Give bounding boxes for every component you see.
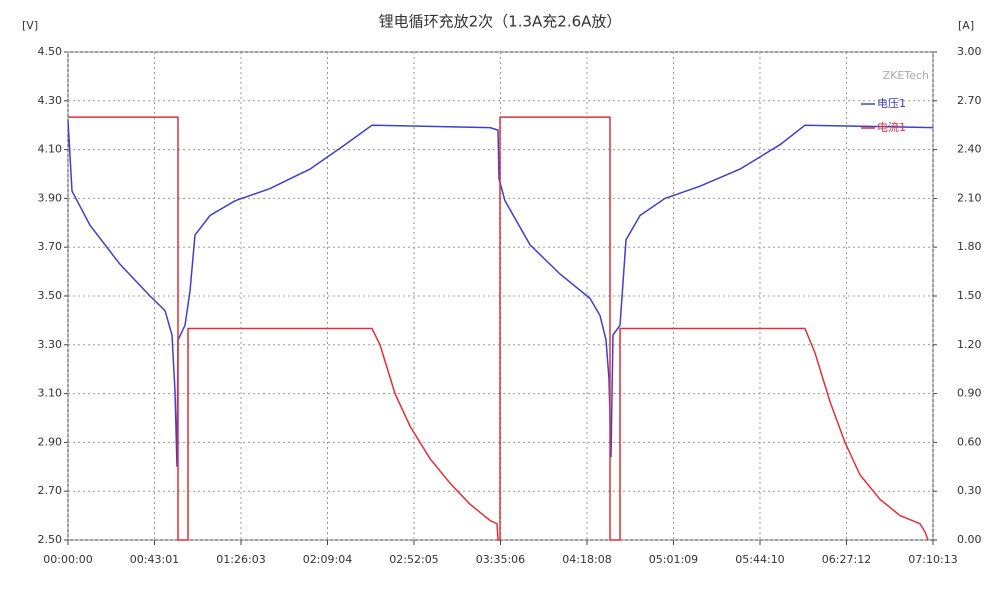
- x-tick-label: 02:09:04: [303, 553, 352, 566]
- y2-tick-label: 2.40: [957, 143, 982, 156]
- y-tick-label: 3.90: [38, 191, 63, 204]
- y-unit: [V]: [22, 19, 38, 32]
- y2-tick-label: 1.80: [957, 240, 982, 253]
- y2-tick-label: 0.90: [957, 387, 982, 400]
- y-tick-label: 3.70: [38, 240, 63, 253]
- legend-label: 电压1: [877, 97, 906, 110]
- y-tick-label: 4.30: [38, 94, 63, 107]
- x-tick-label: 05:44:10: [735, 553, 784, 566]
- y-tick-label: 3.30: [38, 338, 63, 351]
- series-line: [68, 116, 929, 541]
- y-tick-label: 3.50: [38, 289, 63, 302]
- x-tick-label: 02:52:05: [389, 553, 438, 566]
- x-tick-label: 00:43:01: [130, 553, 179, 566]
- y2-tick-label: 0.30: [957, 484, 982, 497]
- legend-label: 电流1: [877, 120, 906, 134]
- y2-tick-label: 0.60: [957, 435, 982, 448]
- x-tick-label: 05:01:09: [649, 553, 698, 566]
- x-tick-label: 00:00:00: [43, 553, 92, 566]
- x-tick-label: 07:10:13: [908, 553, 957, 566]
- y2-tick-label: 1.20: [957, 338, 982, 351]
- x-tick-label: 06:27:12: [822, 553, 871, 566]
- series-line: [67, 120, 934, 467]
- x-tick-label: 04:18:08: [562, 553, 611, 566]
- y2-tick-label: 0.00: [957, 533, 982, 546]
- y-tick-label: 3.10: [38, 387, 63, 400]
- annotation: ZKETech: [883, 69, 929, 82]
- y-tick-label: 2.50: [38, 533, 63, 546]
- x-tick-label: 03:35:06: [476, 553, 525, 566]
- y-tick-label: 2.90: [38, 435, 63, 448]
- y2-tick-label: 2.70: [957, 94, 982, 107]
- y-tick-label: 2.70: [38, 484, 63, 497]
- y-tick-label: 4.10: [38, 143, 63, 156]
- y2-tick-label: 2.10: [957, 191, 982, 204]
- y2-tick-label: 3.00: [957, 45, 982, 58]
- y-tick-label: 4.50: [38, 45, 63, 58]
- x-tick-label: 01:26:03: [216, 553, 265, 566]
- y2-unit: [A]: [958, 19, 974, 32]
- chart-title: 锂电循环充放2次（1.3A充2.6A放）: [379, 13, 622, 31]
- y2-tick-label: 1.50: [957, 289, 982, 302]
